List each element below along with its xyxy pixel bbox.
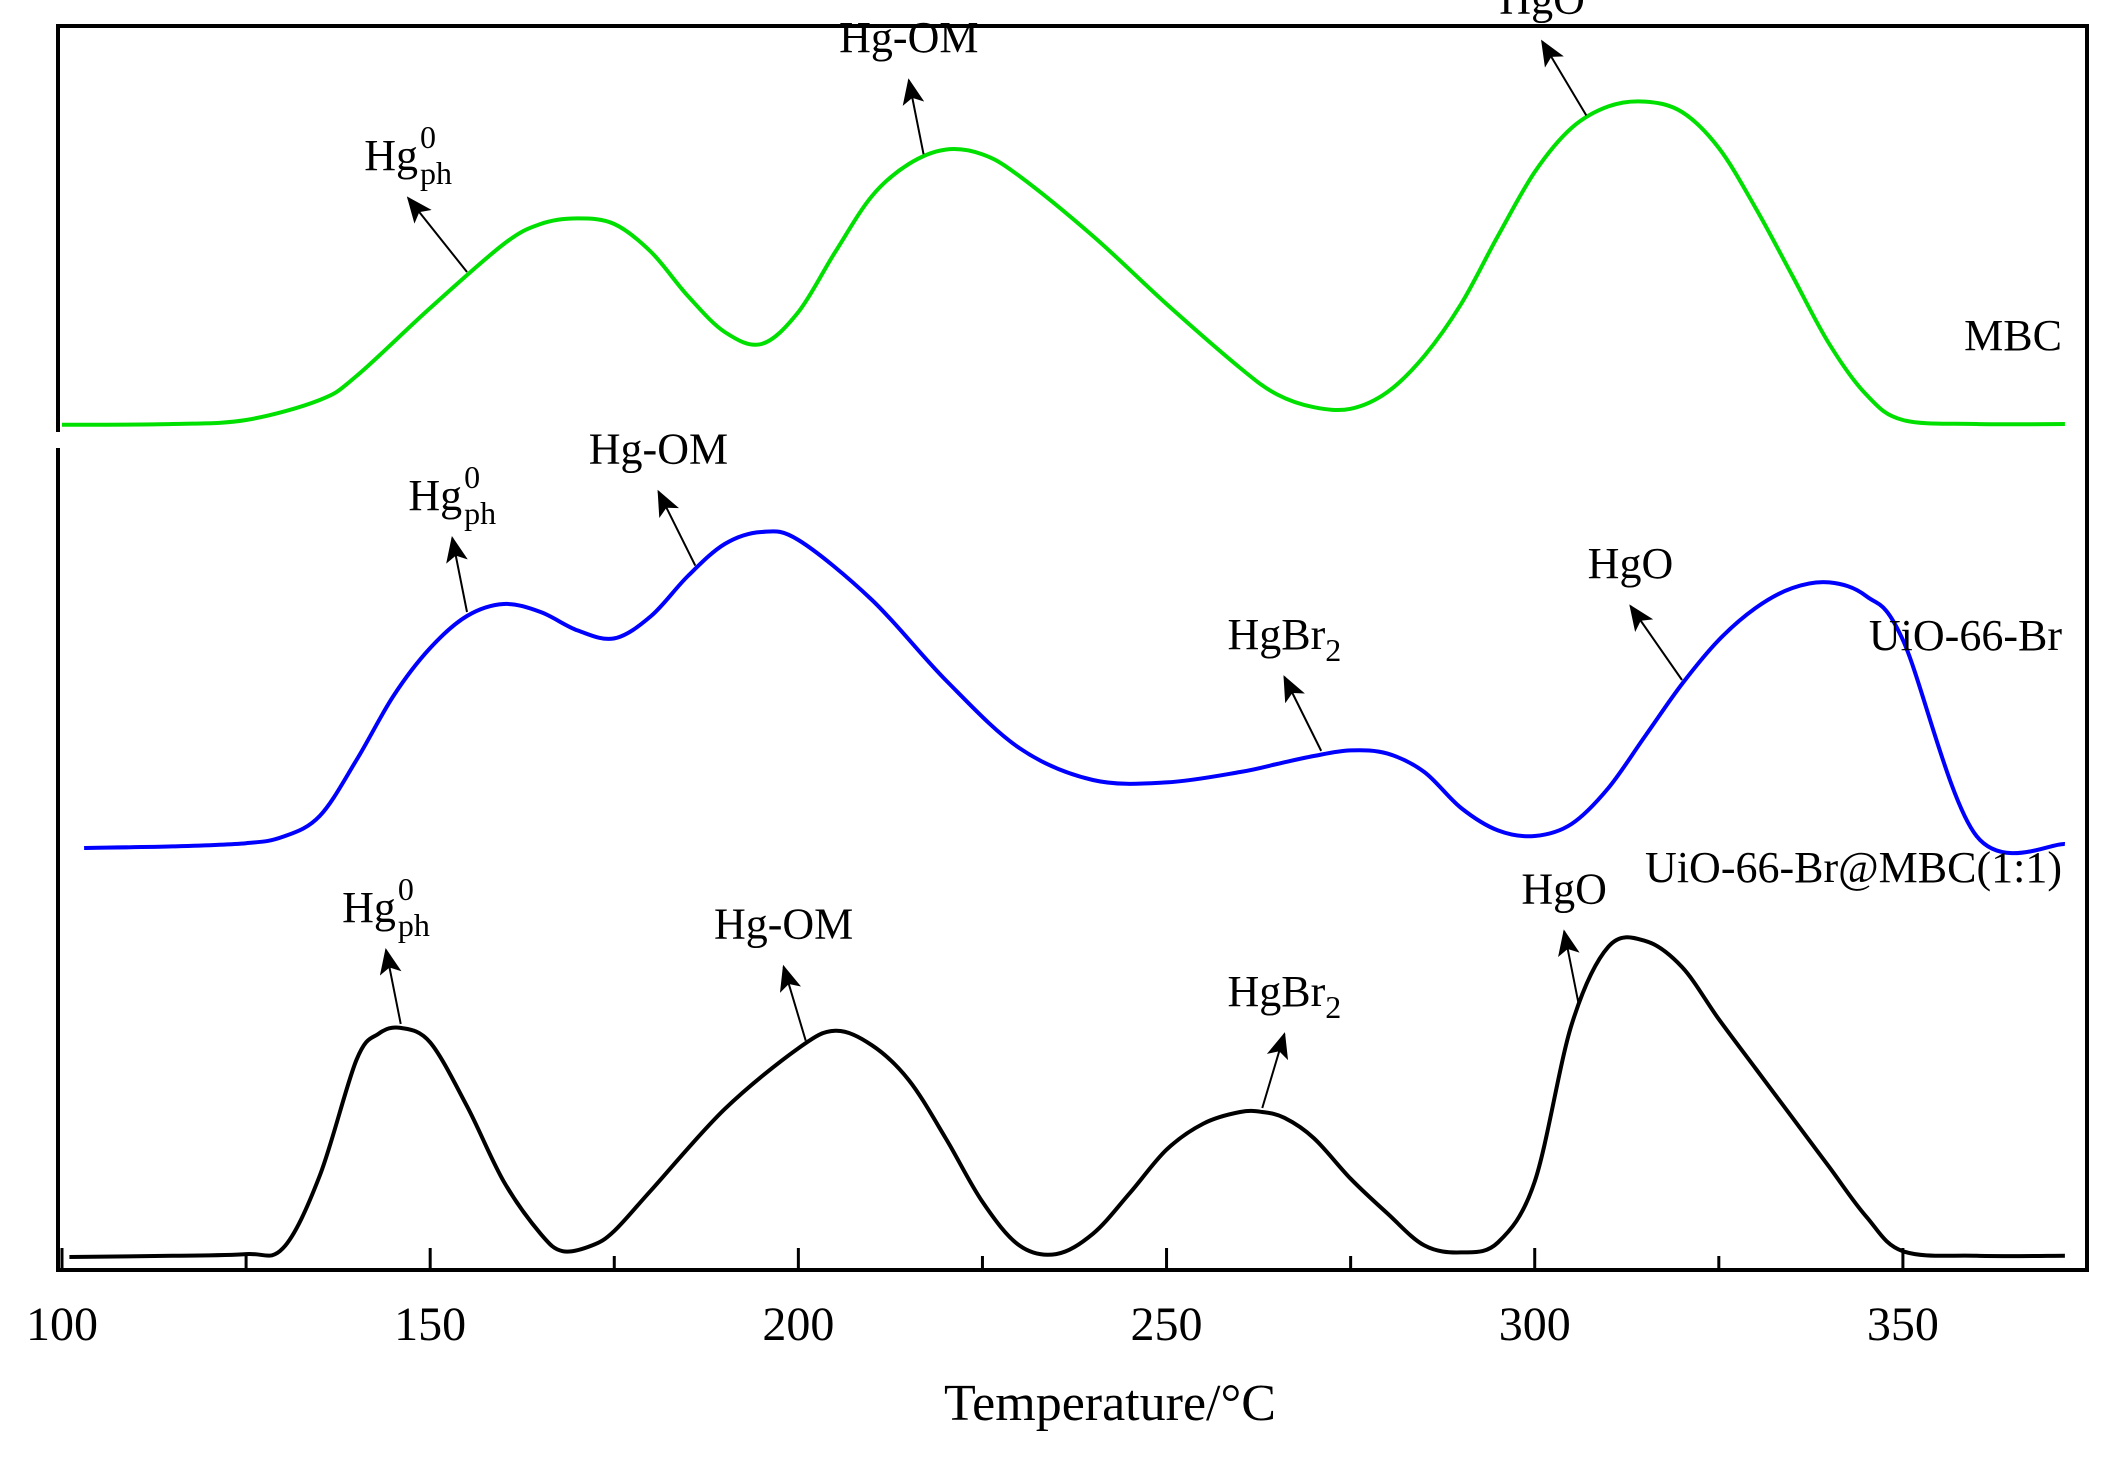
annotation-arrow [446,536,468,613]
peak-label: HgO [1521,864,1607,913]
series-label-2: UiO-66-Br@MBC(1:1) [1645,843,2062,892]
peak-label: Hg-OM [714,900,853,949]
series-line-1 [84,529,2066,856]
annotation-arrow [1629,604,1683,681]
series-label-1: UiO-66-Br [1869,611,2062,660]
frame-gap [52,432,68,448]
annotation-arrow [1558,929,1580,1006]
peak-label: Hg-OM [839,13,978,62]
series-label-0: MBC [1964,311,2062,360]
annotation-arrow [1541,39,1588,116]
peak-label: HgO [1588,539,1674,588]
x-tick-label: 100 [26,1298,98,1351]
series-line-0 [61,99,2065,427]
x-tick-label: 200 [762,1298,834,1351]
x-tick-label: 300 [1499,1298,1571,1351]
annotation-arrow [902,78,925,155]
peak-label: HgO [1499,0,1585,23]
x-tick-label: 250 [1131,1298,1203,1351]
annotation-arrow [406,196,468,273]
annotation-arrow [1283,675,1323,752]
x-tick-label: 150 [394,1298,466,1351]
annotation-arrow [1261,1032,1289,1109]
peak-label: Hg0 ph [408,459,496,531]
series-line-2 [69,935,2065,1259]
peak-label: HgBr2 [1227,967,1341,1025]
annotation-arrow [657,489,697,567]
x-axis-label: Temperature/°C [944,1375,1276,1432]
annotation-arrow [779,964,807,1042]
series-label-layer: MBC UiO-66-Br UiO-66-Br@MBC(1:1) [1645,311,2062,892]
plot-frame [56,24,2089,1272]
series-layer [61,99,2066,1259]
peak-label: Hg0 ph [364,119,452,191]
x-axis: 100 150 200 250 300 350 [26,1248,2089,1351]
annotation-arrow [379,947,402,1025]
peak-label: Hg0 ph [342,871,430,943]
peak-label: HgBr2 [1227,610,1341,668]
peak-label: Hg-OM [589,425,728,474]
x-tick-label: 350 [1867,1298,1939,1351]
